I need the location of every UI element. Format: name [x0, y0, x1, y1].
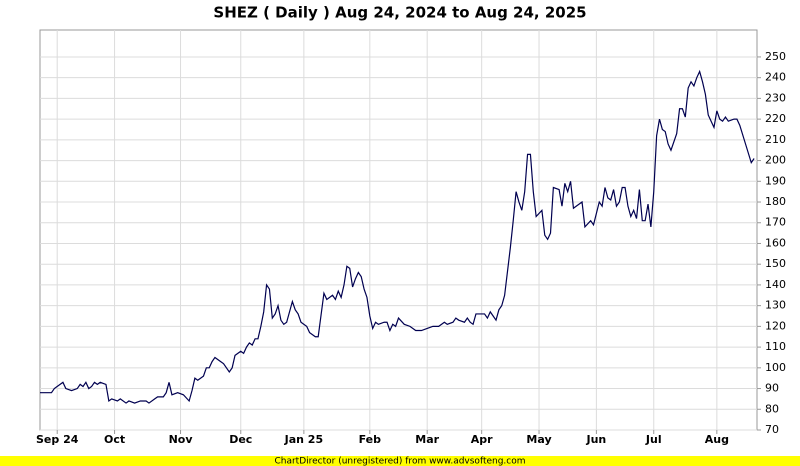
y-tick-label: 110	[765, 340, 786, 353]
x-tick-label: Sep 24	[36, 433, 79, 446]
x-tick-label: Feb	[359, 433, 382, 446]
y-tick-label: 80	[765, 402, 779, 415]
x-tick-label: Jun	[586, 433, 607, 446]
y-tick-label: 250	[765, 50, 786, 63]
y-tick-label: 240	[765, 71, 786, 84]
x-tick-label: Mar	[415, 433, 439, 446]
x-tick-label: Dec	[229, 433, 252, 446]
y-tick-label: 170	[765, 216, 786, 229]
footer-text: ChartDirector (unregistered) from www.ad…	[274, 457, 525, 466]
x-tick-label: Oct	[104, 433, 125, 446]
y-tick-label: 220	[765, 112, 786, 125]
grid: 70 80 90 100 110 120 130 140 150 160 170 180 190 200 2…	[36, 30, 786, 446]
y-tick-label: 200	[765, 154, 786, 167]
x-tick-label: Nov	[169, 433, 194, 446]
series	[40, 69, 755, 404]
y-tick-label: 70	[765, 423, 779, 436]
y-tick-label: 90	[765, 382, 779, 395]
y-tick-label: 150	[765, 257, 786, 270]
y-tick-label: 180	[765, 195, 786, 208]
x-tick-label: Jul	[645, 433, 662, 446]
x-tick-label: Aug	[705, 433, 729, 446]
y-tick-label: 140	[765, 278, 786, 291]
y-tick-label: 100	[765, 361, 786, 374]
x-tick-label: May	[526, 433, 551, 446]
y-tick-label: 120	[765, 319, 786, 332]
y-tick-label: 190	[765, 174, 786, 187]
footer-bar	[0, 456, 800, 466]
plot-area	[39, 29, 758, 431]
y-tick-label: 160	[765, 236, 786, 249]
y-tick-label: 230	[765, 91, 786, 104]
y-tick-label: 130	[765, 299, 786, 312]
x-tick-label: Apr	[471, 433, 493, 446]
chart-title: SHEZ ( Daily ) Aug 24, 2024 to Aug 24, 2…	[213, 4, 586, 22]
price-line	[40, 69, 755, 404]
x-tick-label: Jan 25	[284, 433, 323, 446]
y-tick-label: 210	[765, 133, 786, 146]
